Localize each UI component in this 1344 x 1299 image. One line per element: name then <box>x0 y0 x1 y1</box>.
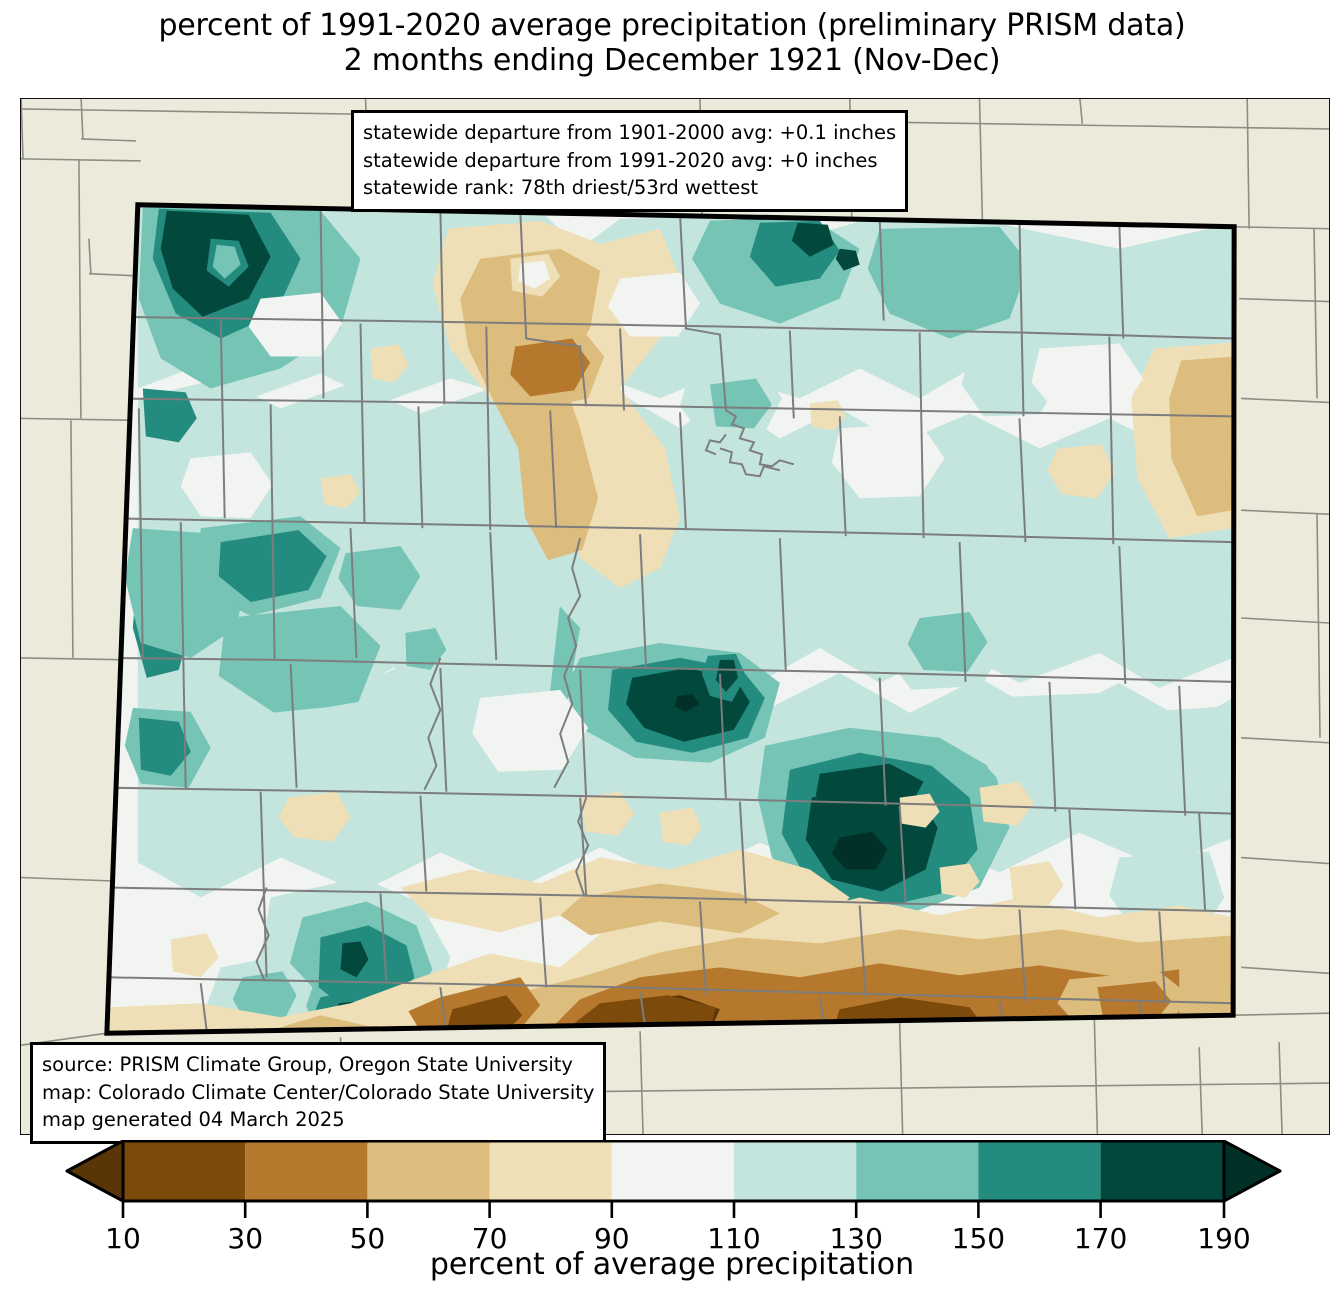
colorbar-tick-3: 70 <box>472 1222 508 1250</box>
map-credit-line: map: Colorado Climate Center/Colorado St… <box>42 1080 595 1104</box>
colorbar-tick-8: 170 <box>1074 1222 1127 1250</box>
colorbar-tick-5: 110 <box>707 1222 760 1250</box>
colorbar-ticks <box>121 1201 1226 1218</box>
colorbar-band-50-70 <box>367 1141 490 1201</box>
colorbar-band-30-50 <box>245 1141 368 1201</box>
map-generated-line: map generated 04 March 2025 <box>42 1108 345 1132</box>
colorbar-band-110-130 <box>734 1141 857 1201</box>
colorbar-tick-2: 50 <box>350 1222 386 1250</box>
colorbar-band-under <box>65 1140 125 1203</box>
colorbar-outline <box>121 1140 1226 1203</box>
colorbar: 10 30 50 70 90 110 130 150 170 190 <box>0 1140 1344 1299</box>
colorbar-tick-0: 10 <box>105 1222 141 1250</box>
colorbar-tick-9: 190 <box>1197 1222 1250 1250</box>
neighbor-county-lines <box>21 99 1329 1134</box>
colorbar-tick-labels: 10 30 50 70 90 110 130 150 170 190 <box>105 1222 1251 1250</box>
page-title: percent of 1991-2020 average precipitati… <box>0 8 1344 79</box>
colorbar-tick-6: 130 <box>829 1222 882 1250</box>
colorbar-band-over <box>1222 1140 1282 1203</box>
source-line: source: PRISM Climate Group, Oregon Stat… <box>42 1053 573 1076</box>
source-box: source: PRISM Climate Group, Oregon Stat… <box>30 1042 607 1145</box>
colorbar-svg: 10 30 50 70 90 110 130 150 170 190 <box>65 1140 1282 1250</box>
colorbar-band-90-110 <box>611 1141 734 1201</box>
precipitation-contour-map <box>21 99 1329 1134</box>
precipitation-contours <box>106 204 1235 1034</box>
county-boundaries <box>106 206 1234 1034</box>
colorbar-band-170-190 <box>1100 1141 1224 1201</box>
colorbar-bands <box>65 1140 1282 1203</box>
colorbar-tick-4: 90 <box>594 1222 630 1250</box>
stat-departure-1991-2020: statewide departure from 1991-2020 avg: … <box>363 148 878 172</box>
colorado-state-border <box>104 202 1237 1036</box>
colorbar-axis-label: percent of average precipitation <box>429 1247 915 1282</box>
colorbar-tick-1: 30 <box>227 1222 263 1250</box>
statistics-box: statewide departure from 1901-2000 avg: … <box>351 110 909 213</box>
colorbar-band-10-30 <box>123 1141 246 1201</box>
stat-departure-1901-2000: statewide departure from 1901-2000 avg: … <box>363 121 897 144</box>
colorbar-band-150-170 <box>978 1141 1101 1201</box>
map-canvas <box>20 98 1330 1135</box>
stat-statewide-rank: statewide rank: 78th driest/53rd wettest <box>363 176 759 200</box>
colorbar-tick-7: 150 <box>952 1222 1005 1250</box>
title-line-1: percent of 1991-2020 average precipitati… <box>158 8 1186 43</box>
colorbar-band-70-90 <box>489 1141 612 1201</box>
title-line-2: 2 months ending December 1921 (Nov-Dec) <box>343 43 1001 79</box>
colorbar-band-130-150 <box>856 1141 979 1201</box>
